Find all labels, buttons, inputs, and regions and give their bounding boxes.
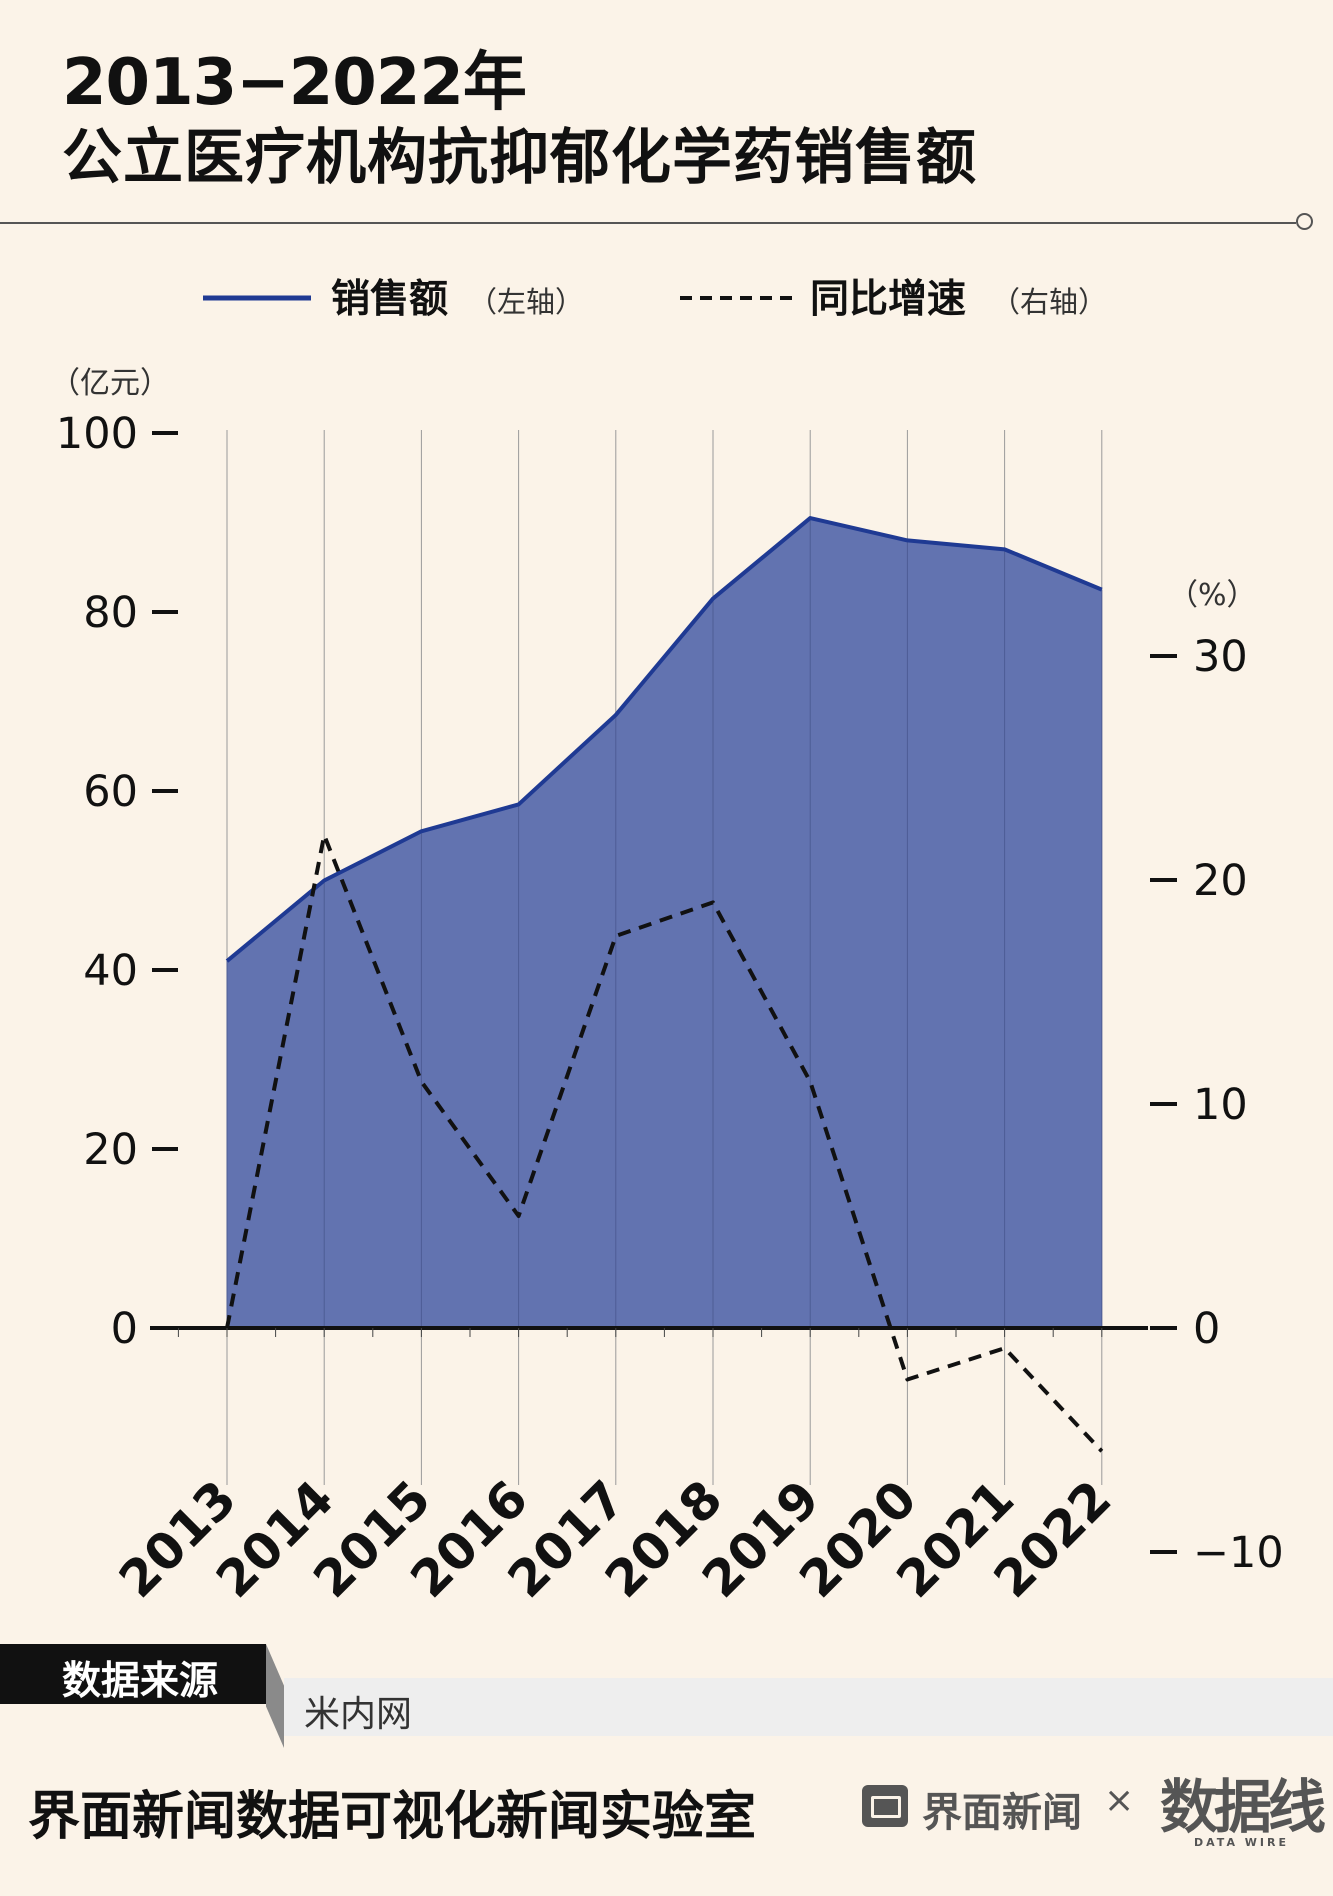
page-title: 2013−2022年 公立医疗机构抗抑郁化学药销售额 bbox=[62, 44, 977, 195]
legend: 销售额 （左轴） 同比增速 （右轴） bbox=[203, 277, 1107, 322]
right-axis: −10 0 10 20 30 bbox=[1150, 632, 1284, 1578]
left-tick-label-20: 20 bbox=[83, 1125, 138, 1175]
source-label: 数据来源 bbox=[62, 1659, 219, 1704]
right-tick-label-10: 10 bbox=[1193, 1080, 1248, 1130]
left-tick-label-0: 0 bbox=[111, 1304, 138, 1354]
title-line-1: 2013−2022年 bbox=[62, 46, 527, 120]
jiemian-logo-text: 界面新闻 bbox=[922, 1790, 1082, 1836]
sales-area bbox=[227, 518, 1102, 1328]
left-tick-label-100: 100 bbox=[56, 409, 138, 459]
right-tick-label-30: 30 bbox=[1193, 632, 1248, 682]
title-divider bbox=[0, 222, 1296, 224]
right-tick-label-0: 0 bbox=[1193, 1304, 1220, 1354]
right-tick-label-20: 20 bbox=[1193, 856, 1248, 906]
sales-area-layer bbox=[225, 516, 1103, 1328]
divider-end-dot bbox=[1296, 213, 1313, 230]
left-axis: 0 20 40 60 80 100 bbox=[56, 409, 178, 1354]
right-axis-unit: （%） bbox=[1168, 578, 1257, 613]
source-value: 米内网 bbox=[304, 1694, 413, 1735]
footer-credit: 界面新闻数据可视化新闻实验室 bbox=[28, 1787, 757, 1847]
times-sign: × bbox=[1104, 1780, 1135, 1821]
datawire-logo: 数据线 bbox=[1160, 1773, 1326, 1841]
right-tick-label-−10: −10 bbox=[1193, 1528, 1284, 1578]
left-tick-label-60: 60 bbox=[83, 767, 138, 817]
legend-label-sales: 销售额 bbox=[331, 277, 448, 322]
legend-label-growth: 同比增速 bbox=[810, 277, 966, 322]
source-tag bbox=[0, 1644, 266, 1704]
x-axis-baseline bbox=[150, 1326, 1148, 1337]
sales-line bbox=[225, 516, 1103, 963]
left-tick-label-40: 40 bbox=[83, 946, 138, 996]
legend-axis-sales: （左轴） bbox=[468, 285, 584, 319]
datawire-logo-sub: DATA WIRE bbox=[1194, 1836, 1289, 1849]
legend-axis-growth: （右轴） bbox=[991, 285, 1107, 319]
title-line-2: 公立医疗机构抗抑郁化学药销售额 bbox=[62, 123, 977, 194]
growth-line bbox=[225, 833, 1104, 1453]
source-tag-fold bbox=[266, 1644, 284, 1748]
left-axis-unit: （亿元） bbox=[50, 366, 170, 401]
jiemian-logo-icon bbox=[862, 1785, 908, 1827]
left-tick-label-80: 80 bbox=[83, 588, 138, 638]
growth-line-layer bbox=[225, 833, 1104, 1453]
chart: 销售额 （左轴） 同比增速 （右轴） （亿元） （%） 020406080100… bbox=[50, 277, 1284, 1609]
source-bar bbox=[284, 1678, 1333, 1736]
